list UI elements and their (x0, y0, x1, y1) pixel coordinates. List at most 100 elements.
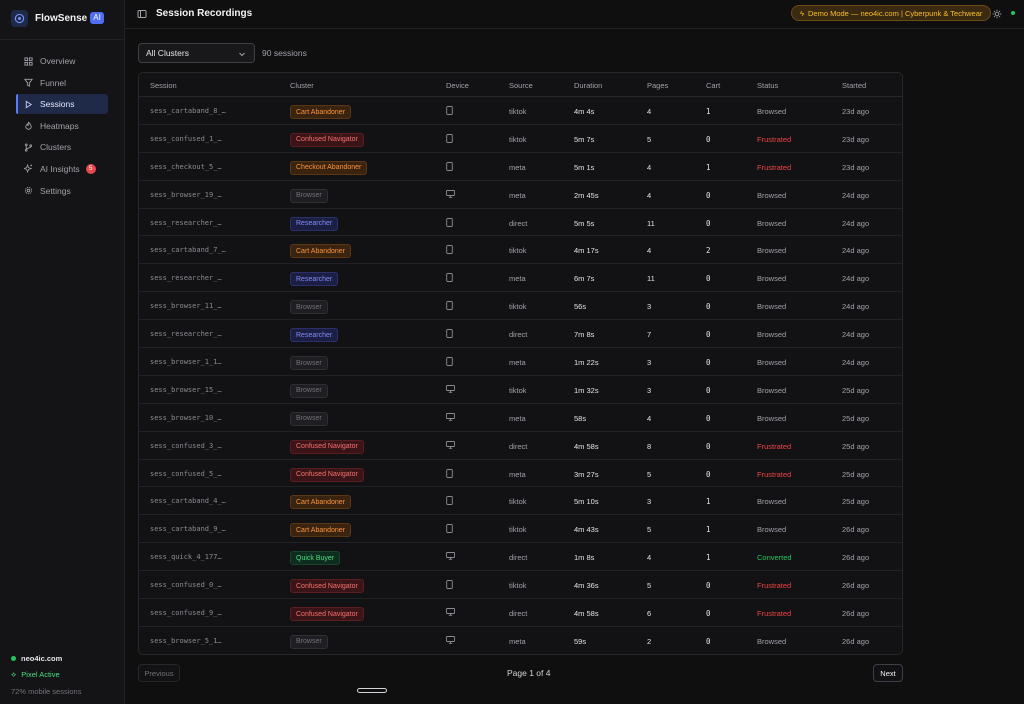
col-session[interactable]: Session (150, 81, 177, 90)
session-id[interactable]: sess_browser_10_… (150, 413, 222, 422)
pixel-label: Pixel Active (21, 670, 60, 679)
sidebar-item-label: Settings (40, 185, 71, 196)
session-id[interactable]: sess_quick_4_177… (150, 553, 222, 562)
source-cell: meta (509, 469, 526, 479)
source-cell: meta (509, 274, 526, 284)
duration-cell: 5m 10s (574, 497, 599, 507)
cart-cell: 1 (706, 497, 711, 507)
session-id[interactable]: sess_confused_3_… (150, 441, 222, 450)
table-row[interactable]: sess_cartaband_4_… Cart Abandoner tiktok 5m… (139, 487, 902, 516)
col-source[interactable]: Source (509, 81, 533, 90)
session-id[interactable]: sess_confused_9_… (150, 609, 222, 618)
pages-cell: 3 (647, 385, 652, 395)
session-id[interactable]: sess_cartaband_9_… (150, 525, 226, 534)
session-id[interactable]: sess_confused_1_… (150, 134, 222, 143)
sessions-table: Session Cluster Device Source Duration P… (138, 72, 903, 655)
session-id[interactable]: sess_browser_1_1… (150, 358, 222, 367)
page-indicator: Page 1 of 4 (507, 668, 551, 678)
table-row[interactable]: sess_browser_15_… Browser tiktok 1m 32s 3 0 Br… (139, 376, 902, 404)
table-row[interactable]: sess_confused_1_… Confused Navigator tikto… (139, 125, 902, 153)
started-cell: 26d ago (842, 581, 870, 591)
source-cell: tiktok (509, 246, 527, 256)
pages-cell: 6 (647, 609, 652, 619)
cluster-cell: Browser (290, 634, 328, 649)
session-id[interactable]: sess_cartaband_8_… (150, 107, 226, 115)
table-row[interactable]: sess_browser_5_1… Browser meta 59s 2 0 Browsed… (139, 627, 902, 654)
session-id[interactable]: sess_browser_11_… (150, 302, 222, 311)
status-cell: Frustrated (757, 469, 792, 479)
table-row[interactable]: sess_browser_19_… Browser meta 2m 45s 4 0 Brow… (139, 181, 902, 209)
cluster-filter-value: All Clusters (146, 48, 189, 58)
cluster-badge: Researcher (290, 216, 339, 231)
session-id[interactable]: sess_confused_5_… (150, 469, 222, 478)
scroll-handle[interactable] (357, 688, 387, 693)
next-button[interactable]: Next (873, 664, 903, 682)
col-cluster[interactable]: Cluster (290, 81, 314, 90)
sidebar-toggle-icon[interactable] (137, 9, 147, 19)
session-id[interactable]: sess_researcher_… (150, 274, 222, 283)
col-status[interactable]: Status (757, 81, 779, 90)
cluster-badge: Confused Navigator (290, 132, 364, 147)
cart-cell: 0 (706, 134, 711, 144)
sidebar-item-overview[interactable]: Overview (16, 51, 108, 71)
table-row[interactable]: sess_quick_4_177… Quick Buyer direct 1m 8s 4… (139, 543, 902, 572)
status-cell: Browsed (757, 218, 787, 228)
table-body: sess_cartaband_8_… Cart Abandoner tiktok 4m… (139, 97, 902, 654)
previous-button[interactable]: Previous (138, 664, 180, 682)
table-row[interactable]: sess_browser_11_… Browser tiktok 56s 3 0 Brows… (139, 292, 902, 321)
sidebar-footer: neo4ic.com ⟡ Pixel Active 72% mobile ses… (11, 652, 81, 702)
table-row[interactable]: sess_researcher_… Researcher meta 6m 7s 11 0 B… (139, 264, 902, 293)
status-cell: Converted (757, 553, 792, 563)
table-row[interactable]: sess_checkout_5_… Checkout Abandoner meta 5… (139, 153, 902, 181)
table-row[interactable]: sess_cartaband_7_… Cart Abandoner tiktok 4m… (139, 236, 902, 265)
domain-label: neo4ic.com (21, 653, 63, 663)
session-id[interactable]: sess_browser_5_1… (150, 636, 222, 645)
cluster-cell: Browser (290, 300, 328, 315)
sidebar-item-funnel[interactable]: Funnel (16, 73, 108, 93)
table-row[interactable]: sess_researcher_… Researcher direct 5m 5s 11… (139, 209, 902, 237)
chevron-down-icon (238, 50, 246, 58)
session-id[interactable]: sess_cartaband_4_… (150, 497, 226, 506)
cluster-badge: Confused Navigator (290, 607, 364, 622)
session-id[interactable]: sess_researcher_… (150, 330, 222, 339)
table-row[interactable]: sess_browser_10_… Browser meta 58s 4 0 Browsed… (139, 404, 902, 432)
session-id[interactable]: sess_checkout_5_… (150, 162, 222, 171)
sun-icon[interactable] (992, 9, 1002, 19)
mobile-icon (446, 133, 453, 145)
table-row[interactable]: sess_cartaband_9_… Cart Abandoner tiktok 4m… (139, 515, 902, 544)
table-row[interactable]: sess_cartaband_8_… Cart Abandoner tiktok 4m… (139, 97, 902, 125)
table-row[interactable]: sess_confused_3_… Confused Navigator direc… (139, 432, 902, 460)
cluster-badge: Researcher (290, 272, 339, 287)
table-row[interactable]: sess_confused_9_… Confused Navigator direc… (139, 599, 902, 627)
session-id[interactable]: sess_browser_15_… (150, 385, 222, 394)
table-row[interactable]: sess_browser_1_1… Browser meta 1m 22s 3 0 Brow… (139, 348, 902, 376)
sidebar-item-label: AI Insights (40, 163, 80, 174)
col-pages[interactable]: Pages (647, 81, 669, 90)
started-cell: 24d ago (842, 246, 870, 256)
status-cell: Browsed (757, 358, 787, 368)
cluster-filter-select[interactable]: All Clusters (138, 43, 255, 63)
cluster-cell: Cart Abandoner (290, 244, 352, 259)
started-cell: 23d ago (842, 107, 870, 116)
table-row[interactable]: sess_confused_5_… Confused Navigator meta 3… (139, 460, 902, 488)
mobile-icon (446, 524, 453, 535)
table-row[interactable]: sess_confused_0_… Confused Navigator tikto… (139, 571, 902, 600)
col-started[interactable]: Started (842, 81, 867, 90)
sidebar-item-ai-insights[interactable]: AI Insights 5 (16, 159, 108, 179)
col-device[interactable]: Device (446, 81, 469, 90)
sidebar-item-sessions[interactable]: Sessions (16, 94, 108, 115)
col-cart[interactable]: Cart (706, 81, 721, 90)
session-id[interactable]: sess_confused_0_… (150, 581, 222, 590)
table-row[interactable]: sess_researcher_… Researcher direct 7m 8s 7 0… (139, 320, 902, 349)
sidebar-item-settings[interactable]: Settings (16, 181, 108, 201)
col-duration[interactable]: Duration (574, 81, 603, 90)
source-cell: tiktok (509, 302, 527, 312)
session-id[interactable]: sess_researcher_… (150, 218, 222, 227)
mobile-icon (446, 106, 453, 117)
session-id[interactable]: sess_browser_19_… (150, 190, 222, 199)
sidebar-item-clusters[interactable]: Clusters (16, 137, 108, 157)
session-id[interactable]: sess_cartaband_7_… (150, 246, 226, 255)
brand[interactable]: FlowSense AI (11, 9, 104, 27)
sidebar-item-heatmaps[interactable]: Heatmaps (16, 116, 108, 136)
cart-cell: 0 (706, 385, 711, 395)
